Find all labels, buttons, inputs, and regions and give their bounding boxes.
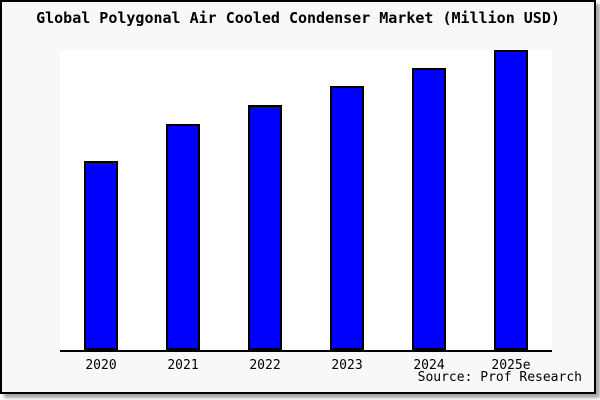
bar-2025e	[494, 50, 528, 350]
x-tick-label-2024: 2024	[413, 358, 445, 373]
bar-2023	[330, 86, 364, 350]
plot-area	[60, 50, 552, 352]
bar-2022	[248, 105, 282, 350]
bar-2021	[166, 124, 200, 350]
x-tick-label-2021: 2021	[167, 358, 199, 373]
x-tick-label-2022: 2022	[249, 358, 281, 373]
bar-2020	[84, 161, 118, 350]
x-tick-label-2025e: 2025e	[491, 358, 531, 373]
bar-2024	[412, 68, 446, 350]
chart-panel: Global Polygonal Air Cooled Condenser Ma…	[0, 0, 596, 394]
x-tick-label-2023: 2023	[331, 358, 363, 373]
source-credit: Source: Prof Research	[417, 370, 582, 385]
x-tick-label-2020: 2020	[85, 358, 117, 373]
chart-title: Global Polygonal Air Cooled Condenser Ma…	[36, 9, 560, 27]
